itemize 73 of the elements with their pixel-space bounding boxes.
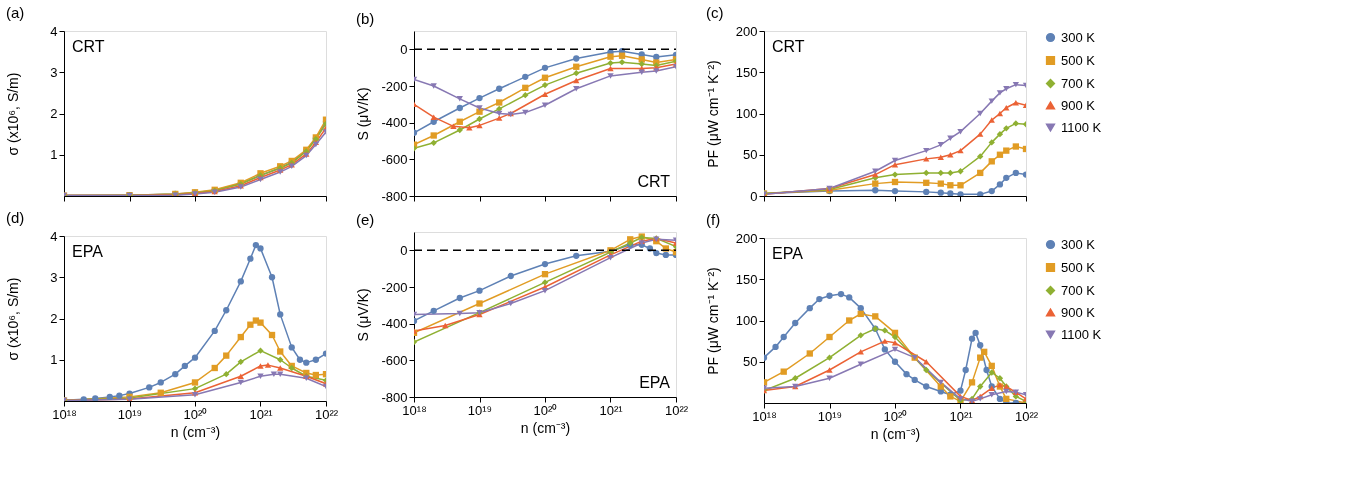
y-tick-label: 4 xyxy=(50,23,58,39)
x-axis-title: n (cm⁻³) xyxy=(170,423,221,440)
annotation: EPA xyxy=(639,374,671,391)
annotation: CRT xyxy=(72,38,105,55)
x-tick-label: 10¹⁸ xyxy=(52,406,77,422)
y-tick-label: 3 xyxy=(50,269,58,285)
legend-label: 1100 K xyxy=(1061,326,1102,342)
y-tick-label: 150 xyxy=(735,271,758,287)
y-axis-title: PF (μW cm⁻¹ K⁻²) xyxy=(704,60,721,168)
x-tick-label: 10²² xyxy=(664,402,689,418)
x-tick-label: 10²⁰ xyxy=(883,408,908,424)
y-axis-title: S (μV/K) xyxy=(354,87,371,141)
y-tick-label: 200 xyxy=(735,23,758,39)
y-axis-title: σ (x10⁶, S/m) xyxy=(4,277,21,361)
y-axis-title: PF (μW cm⁻¹ K⁻²) xyxy=(704,267,721,375)
y-tick-label: 2 xyxy=(50,106,58,121)
y-tick-label: -600 xyxy=(381,151,408,167)
x-tick-label: 10²² xyxy=(314,406,339,422)
y-tick-label: 2 xyxy=(50,311,58,326)
chart-title: (f) xyxy=(706,211,721,228)
chart-title: (d) xyxy=(6,209,25,226)
y-tick-label: 100 xyxy=(735,313,758,328)
y-tick-label: -800 xyxy=(381,389,408,405)
chart-title: (e) xyxy=(356,211,375,228)
y-tick-label: -600 xyxy=(381,352,408,368)
y-axis-title: σ (x10⁶, S/m) xyxy=(4,72,21,156)
x-tick-label: 10¹⁸ xyxy=(752,408,777,424)
chart-title: (b) xyxy=(356,10,375,27)
annotation: EPA xyxy=(72,243,104,260)
y-tick-label: -200 xyxy=(381,279,408,295)
y-tick-label: 150 xyxy=(735,64,758,80)
legend-label: 500 K xyxy=(1061,259,1096,275)
y-tick-label: 1 xyxy=(50,147,58,163)
legend-label: 900 K xyxy=(1061,304,1096,320)
legend-label: 700 K xyxy=(1061,282,1096,298)
y-tick-label: 0 xyxy=(400,242,408,258)
x-tick-label: 10²⁰ xyxy=(183,406,208,422)
x-axis-title: n (cm⁻³) xyxy=(870,425,921,442)
y-tick-label: 1 xyxy=(50,352,58,368)
legend-label: 300 K xyxy=(1061,236,1096,252)
y-tick-label: 0 xyxy=(400,41,408,57)
annotation: EPA xyxy=(772,245,804,262)
x-tick-label: 10²¹ xyxy=(599,402,624,418)
y-axis-title: S (μV/K) xyxy=(354,288,371,342)
x-tick-label: 10¹⁹ xyxy=(467,402,493,418)
chart-title: (c) xyxy=(706,4,724,21)
y-tick-label: -200 xyxy=(381,78,408,94)
y-tick-label: 0 xyxy=(750,188,758,204)
annotation: CRT xyxy=(772,38,805,55)
legend-label: 500 K xyxy=(1061,52,1096,68)
legend-label: 300 K xyxy=(1061,29,1096,45)
legend-label: 900 K xyxy=(1061,97,1096,113)
x-tick-label: 10²² xyxy=(1014,408,1039,424)
x-tick-label: 10¹⁹ xyxy=(817,408,843,424)
x-axis-title: n (cm⁻³) xyxy=(520,419,571,436)
legend-label: 700 K xyxy=(1061,75,1096,91)
y-tick-label: -800 xyxy=(381,188,408,204)
x-tick-label: 10¹⁸ xyxy=(402,402,427,418)
x-tick-label: 10²¹ xyxy=(249,406,274,422)
x-tick-label: 10²⁰ xyxy=(533,402,558,418)
x-tick-label: 10²¹ xyxy=(949,408,974,424)
y-tick-label: -400 xyxy=(381,115,408,131)
annotation: CRT xyxy=(637,173,671,190)
y-tick-label: 100 xyxy=(735,106,758,121)
chart-title: (a) xyxy=(6,4,25,21)
y-tick-label: 3 xyxy=(50,64,58,80)
y-tick-label: 50 xyxy=(743,354,758,370)
y-tick-label: 200 xyxy=(735,230,758,246)
x-tick-label: 10¹⁹ xyxy=(117,406,143,422)
y-tick-label: 50 xyxy=(743,147,758,163)
y-tick-label: 4 xyxy=(50,228,58,244)
y-tick-label: -400 xyxy=(381,316,408,332)
legend-label: 1100 K xyxy=(1061,119,1102,135)
